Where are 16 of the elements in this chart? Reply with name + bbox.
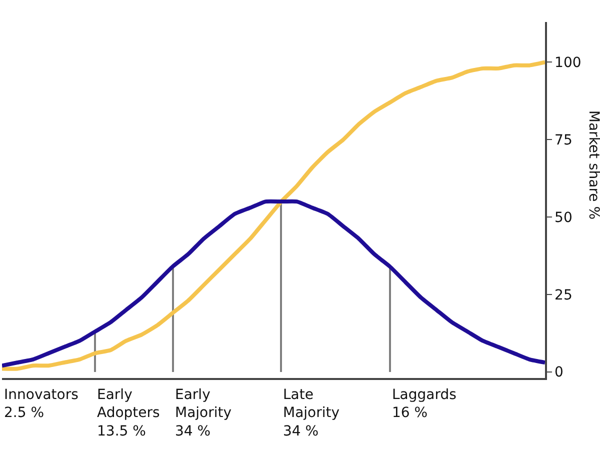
text: Innovators 2.5 % <box>4 387 78 422</box>
y-tick-label: 100 <box>554 55 582 72</box>
line-series <box>2 60 545 371</box>
text: Laggards 16 % <box>392 387 456 422</box>
bar <box>280 202 282 372</box>
text: Early Adopters 13.5 % <box>97 387 160 440</box>
bar <box>172 267 174 372</box>
y-tick-label: 25 <box>554 287 572 304</box>
y-tick-label: 75 <box>554 132 572 149</box>
bar <box>389 267 391 372</box>
y-tick-label: 50 <box>554 210 572 226</box>
line-series <box>2 199 545 368</box>
text: Late Majority 34 % <box>283 387 340 440</box>
y-tick-label: 0 <box>554 364 564 381</box>
y-axis-title: Market share % <box>585 110 600 220</box>
text: Early Majority 34 % <box>175 387 232 440</box>
